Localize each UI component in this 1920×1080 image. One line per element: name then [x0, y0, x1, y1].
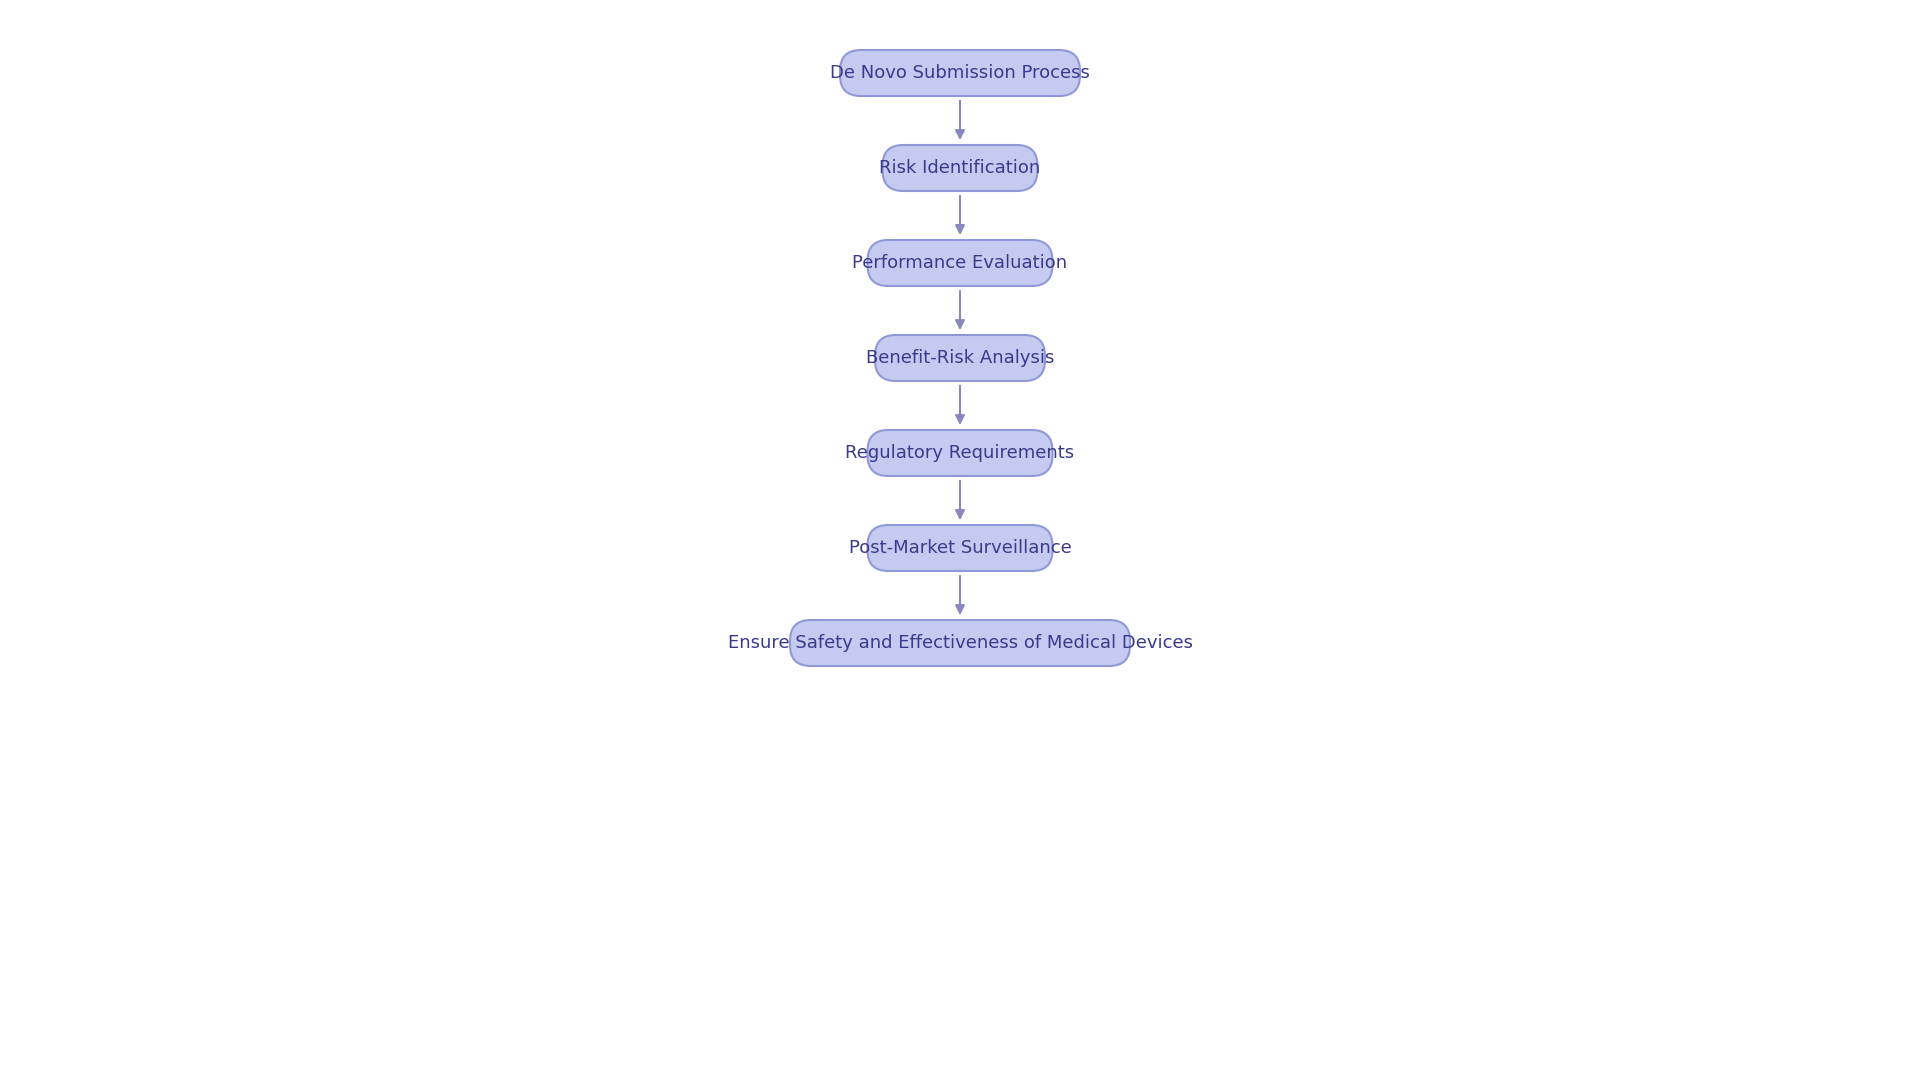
- Text: Performance Evaluation: Performance Evaluation: [852, 254, 1068, 272]
- FancyBboxPatch shape: [883, 145, 1037, 191]
- FancyBboxPatch shape: [876, 335, 1044, 381]
- Text: Post-Market Surveillance: Post-Market Surveillance: [849, 539, 1071, 557]
- Text: De Novo Submission Process: De Novo Submission Process: [829, 64, 1091, 82]
- FancyBboxPatch shape: [868, 525, 1052, 571]
- FancyBboxPatch shape: [789, 620, 1131, 666]
- Text: Risk Identification: Risk Identification: [879, 159, 1041, 177]
- Text: Ensure Safety and Effectiveness of Medical Devices: Ensure Safety and Effectiveness of Medic…: [728, 634, 1192, 652]
- FancyBboxPatch shape: [841, 50, 1079, 96]
- FancyBboxPatch shape: [868, 240, 1052, 286]
- FancyBboxPatch shape: [868, 430, 1052, 476]
- Text: Benefit-Risk Analysis: Benefit-Risk Analysis: [866, 349, 1054, 367]
- Text: Regulatory Requirements: Regulatory Requirements: [845, 444, 1075, 462]
